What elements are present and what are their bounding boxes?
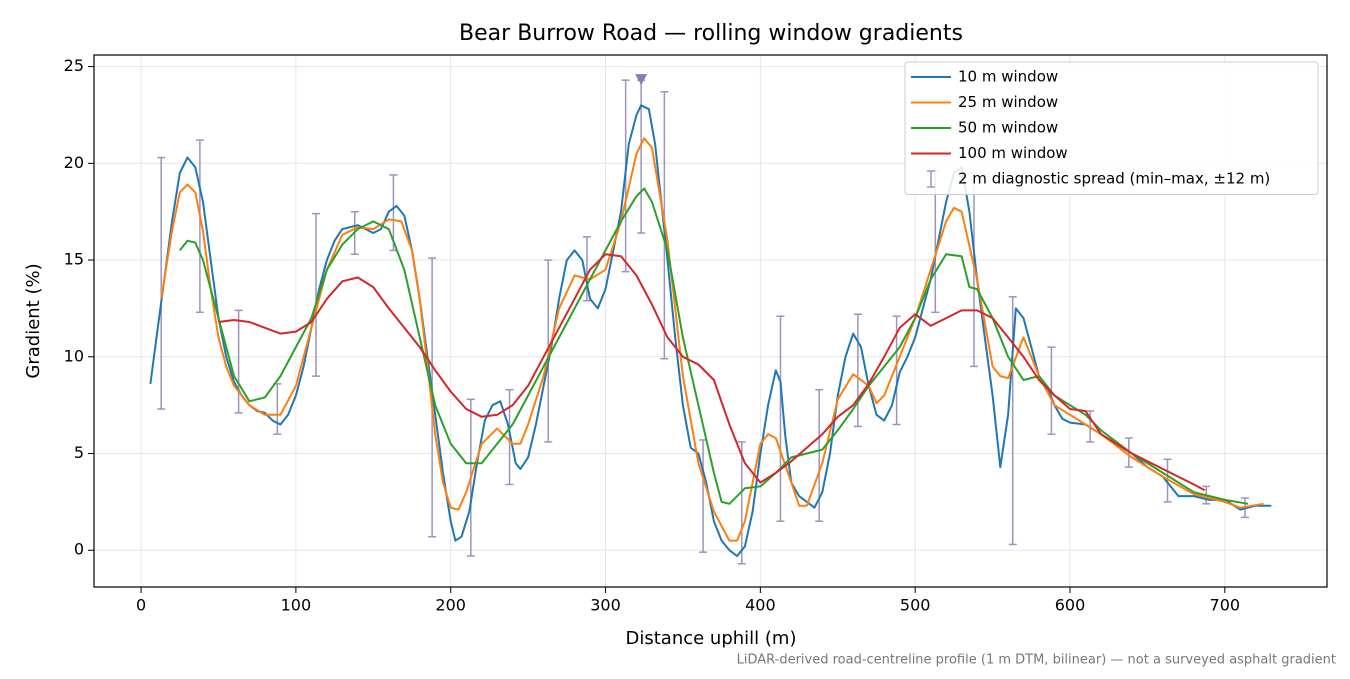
x-tick-label: 100 — [281, 596, 312, 615]
error-bar — [737, 441, 746, 565]
y-axis-label: Gradient (%) — [23, 263, 44, 378]
legend: 10 m window 25 m window 50 m window 100 m w… — [904, 61, 1319, 195]
footnote: LiDAR-derived road-centreline profile (1… — [737, 653, 1336, 668]
legend-swatch — [927, 170, 935, 188]
y-tick-label: 20 — [64, 153, 84, 172]
x-tick-label: 500 — [900, 596, 931, 615]
x-tick-label: 700 — [1210, 596, 1241, 615]
error-bar — [273, 383, 282, 435]
legend-label: 50 m window — [958, 119, 1058, 137]
y-tick-label: 10 — [64, 346, 84, 365]
series-line — [160, 137, 1264, 542]
error-bar — [234, 309, 243, 414]
y-tick-label: 0 — [74, 540, 84, 559]
legend-box — [904, 61, 1319, 195]
error-bar — [157, 156, 166, 410]
y-tick-label: 25 — [64, 56, 84, 75]
legend-label: 100 m window — [958, 144, 1068, 162]
error-bar — [853, 313, 862, 428]
series-line — [218, 253, 1206, 492]
legend-label: 10 m window — [958, 68, 1058, 86]
series-line — [179, 187, 1249, 505]
error-bar — [815, 388, 824, 522]
error-bar — [312, 212, 321, 377]
x-axis-label: Distance uphill (m) — [626, 628, 797, 649]
x-tick-label: 0 — [136, 596, 146, 615]
x-tick-label: 300 — [590, 596, 621, 615]
error-bar — [1163, 458, 1172, 503]
error-bar — [195, 139, 204, 314]
peak-marker — [635, 74, 648, 86]
y-tick-label: 5 — [74, 443, 84, 462]
error-bar — [776, 315, 785, 522]
plot-area — [149, 79, 1272, 565]
chart-title: Bear Burrow Road — rolling window gradie… — [459, 21, 963, 46]
x-tick-label: 600 — [1055, 596, 1086, 615]
legend-label: 25 m window — [958, 93, 1058, 111]
y-tick-label: 15 — [64, 250, 84, 269]
error-bar — [637, 79, 646, 234]
x-tick-label: 400 — [745, 596, 776, 615]
x-tick-label: 200 — [435, 596, 466, 615]
plot-frame — [93, 54, 1328, 588]
error-bar — [1008, 296, 1017, 546]
series-line — [149, 104, 1272, 557]
error-bar — [582, 236, 591, 302]
error-bar — [544, 259, 553, 443]
legend-label: 2 m diagnostic spread (min–max, ±12 m) — [958, 170, 1270, 188]
